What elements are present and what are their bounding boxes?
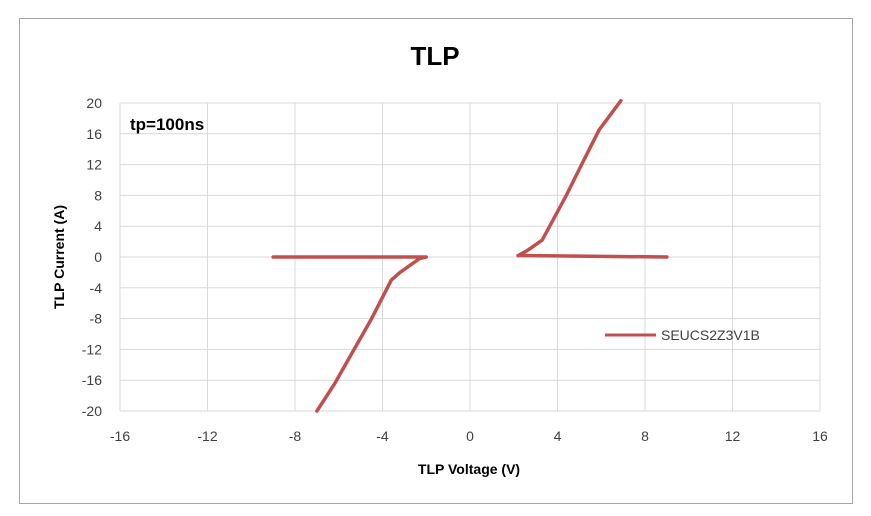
x-tick-label: 0 xyxy=(466,428,474,444)
y-axis-title: TLP Current (A) xyxy=(51,205,67,309)
y-tick-label: 8 xyxy=(94,187,102,203)
series-line xyxy=(516,253,669,259)
x-tick-label: 4 xyxy=(554,428,562,444)
legend-label: SEUCS2Z3V1B xyxy=(661,327,760,343)
y-tick-label: -8 xyxy=(90,311,103,327)
y-tick-label: -4 xyxy=(90,280,103,296)
x-tick-label: -8 xyxy=(289,428,302,444)
x-tick-label: -4 xyxy=(376,428,389,444)
x-tick-labels: -16 -12 -8 -4 0 4 8 12 16 xyxy=(110,428,828,444)
y-tick-label: 16 xyxy=(86,126,102,142)
y-tick-label: 12 xyxy=(86,157,102,173)
x-tick-label: 16 xyxy=(812,428,828,444)
x-axis-title: TLP Voltage (V) xyxy=(418,461,520,477)
x-tick-label: -16 xyxy=(110,428,130,444)
chart-title: TLP xyxy=(410,41,459,71)
y-tick-label: 4 xyxy=(94,218,102,234)
pulse-width-annotation: tp=100ns xyxy=(130,115,204,134)
chart-frame xyxy=(19,18,853,504)
y-tick-labels: -20 -16 -12 -8 -4 0 4 8 12 16 20 xyxy=(82,95,102,419)
y-tick-label: 20 xyxy=(86,95,102,111)
legend: SEUCS2Z3V1B xyxy=(605,327,760,343)
x-tick-label: -12 xyxy=(197,428,217,444)
y-tick-label: -16 xyxy=(82,372,102,388)
x-tick-label: 8 xyxy=(641,428,649,444)
y-tick-label: -20 xyxy=(82,403,102,419)
y-tick-label: 0 xyxy=(94,249,102,265)
grid xyxy=(119,102,821,412)
y-tick-label: -12 xyxy=(82,341,102,357)
series-line xyxy=(516,98,623,258)
series-lines xyxy=(271,98,669,413)
series-line xyxy=(271,255,429,413)
x-tick-label: 12 xyxy=(725,428,741,444)
